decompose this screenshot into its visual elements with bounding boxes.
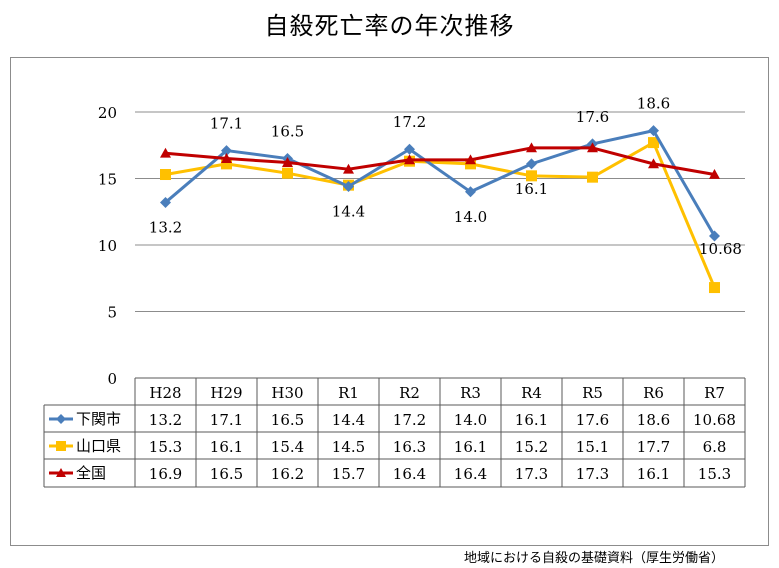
x-tick-label: R6 <box>643 384 664 402</box>
data-point <box>526 170 537 182</box>
chart-title: 自殺死亡率の年次推移 <box>264 12 515 40</box>
data-label: 14.0 <box>454 208 487 226</box>
data-point <box>587 171 598 183</box>
table-cell: 17.6 <box>576 411 609 429</box>
data-point <box>343 163 354 174</box>
table-cell: 15.3 <box>149 438 182 456</box>
x-tick-label: R4 <box>521 384 542 402</box>
table-cell: 18.6 <box>637 411 670 429</box>
data-point <box>587 142 598 153</box>
data-point <box>648 125 659 137</box>
data-point <box>282 157 293 167</box>
table-cell: 16.4 <box>454 465 487 483</box>
data-label: 13.2 <box>149 218 182 236</box>
data-label: 17.2 <box>393 113 426 131</box>
x-tick-label: R2 <box>399 384 420 402</box>
data-point <box>160 147 171 158</box>
table-cell: 15.2 <box>515 438 548 456</box>
table-cell: 13.2 <box>149 411 182 429</box>
data-point <box>709 169 720 179</box>
table-cell: 17.1 <box>210 411 243 429</box>
x-tick-label: R7 <box>704 384 725 402</box>
data-point <box>465 186 476 198</box>
data-point <box>709 282 720 294</box>
table-cell: 16.2 <box>271 465 304 483</box>
data-label: 18.6 <box>637 95 670 113</box>
source-note: 地域における自殺の基礎資料（厚生労働省） <box>463 551 724 566</box>
table-cell: 16.1 <box>637 465 670 483</box>
table-cell: 14.4 <box>332 411 365 429</box>
data-label: 17.6 <box>576 108 609 126</box>
table-cell: 15.7 <box>332 465 365 483</box>
table-cell: 6.8 <box>703 438 727 456</box>
table-cell: 14.5 <box>332 438 365 456</box>
x-tick-label: H28 <box>149 384 181 402</box>
x-tick-label: R1 <box>338 384 359 402</box>
data-point <box>160 169 171 181</box>
table-cell: 17.3 <box>576 465 609 483</box>
data-point <box>526 142 537 153</box>
data-point <box>221 145 232 157</box>
data-point <box>709 230 720 242</box>
table-cell: 16.1 <box>515 411 548 429</box>
data-point <box>160 196 171 208</box>
table-cell: 17.3 <box>515 465 548 483</box>
y-tick-label: 5 <box>107 304 117 322</box>
data-point <box>221 153 232 163</box>
data-point <box>465 154 476 165</box>
data-point <box>648 137 659 149</box>
data-point <box>221 158 232 170</box>
table-cell: 16.5 <box>210 465 243 483</box>
legend-key-marker <box>56 468 66 477</box>
x-tick-label: H29 <box>210 384 242 402</box>
table-cell: 16.1 <box>210 438 243 456</box>
table-cell: 16.5 <box>271 411 304 429</box>
table-cell: 16.9 <box>149 465 182 483</box>
series-line <box>165 141 716 289</box>
data-label: 16.1 <box>515 180 548 198</box>
legend-label: 山口県 <box>76 437 121 455</box>
data-point <box>404 154 415 165</box>
y-tick-label: 10 <box>98 237 117 255</box>
series-line <box>165 146 715 176</box>
table-cell: 16.4 <box>393 465 426 483</box>
data-point <box>648 158 659 169</box>
data-label: 16.5 <box>271 123 304 141</box>
legend-label: 下関市 <box>76 410 121 428</box>
table-cell: 15.4 <box>271 438 304 456</box>
table-cell: 16.3 <box>393 438 426 456</box>
data-point <box>526 158 537 170</box>
data-label: 14.4 <box>332 202 365 220</box>
table-cell: 10.68 <box>693 411 736 429</box>
legend-key-marker <box>56 414 66 424</box>
legend-key-marker <box>56 441 66 451</box>
table-cell: 14.0 <box>454 411 487 429</box>
x-tick-label: H30 <box>271 384 303 402</box>
data-point <box>404 143 415 155</box>
series-line <box>164 129 716 237</box>
x-tick-label: R3 <box>460 384 481 402</box>
y-tick-label: 15 <box>98 171 117 189</box>
table-cell: 17.2 <box>393 411 426 429</box>
data-point <box>282 167 293 179</box>
legend-label: 全国 <box>76 464 106 482</box>
table-cell: 15.1 <box>576 438 609 456</box>
y-tick-label: 20 <box>98 104 117 122</box>
table-cell: 16.1 <box>454 438 487 456</box>
table-cell: 15.3 <box>698 465 731 483</box>
data-label: 10.68 <box>699 240 742 258</box>
data-label: 17.1 <box>210 115 243 133</box>
chart-frame <box>10 57 769 546</box>
table-cell: 17.7 <box>637 438 670 456</box>
x-tick-label: R5 <box>582 384 603 402</box>
y-tick-label: 0 <box>107 370 117 388</box>
data-point <box>343 180 354 192</box>
